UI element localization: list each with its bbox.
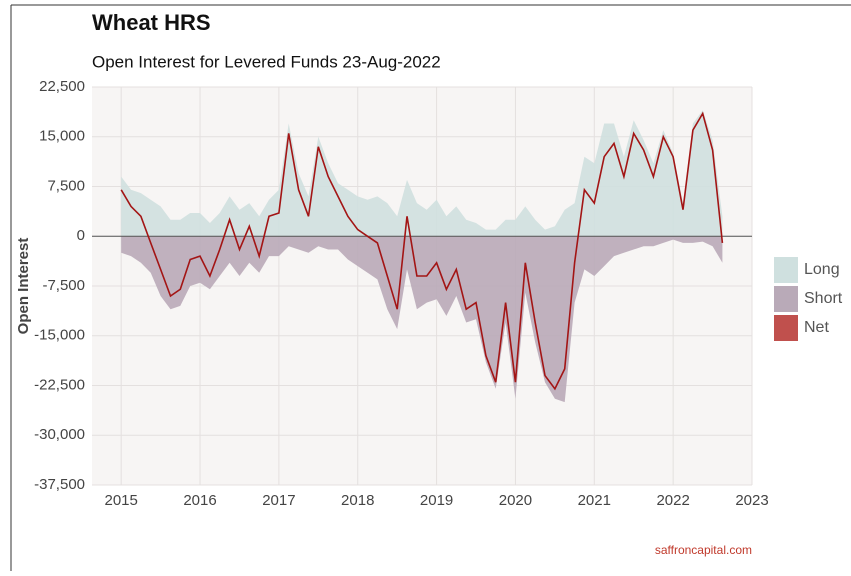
x-tick-label: 2020 [499,492,532,509]
legend-swatch [774,257,798,283]
y-tick-label: -30,000 [34,426,85,443]
x-tick-label: 2017 [262,492,295,509]
y-tick-label: 0 [77,227,85,244]
x-tick-label: 2016 [183,492,216,509]
legend-swatch [774,286,798,312]
y-tick-label: -37,500 [34,476,85,493]
y-tick-label: -7,500 [42,277,85,294]
legend-label: Net [804,319,829,336]
source: saffroncapital.com [655,543,752,557]
x-tick-label: 2023 [735,492,768,509]
y-tick-label: 15,000 [39,128,85,145]
y-tick-label: -15,000 [34,327,85,344]
x-tick-label: 2019 [420,492,453,509]
area [121,110,723,237]
chart-subtitle: Open Interest for Levered Funds 23-Aug-2… [92,52,441,71]
chart-title: Wheat HRS [92,10,211,35]
legend-swatch [774,315,798,341]
y-tick-label: -22,500 [34,376,85,393]
x-tick-label: 2021 [578,492,611,509]
y-tick-label: 7,500 [47,177,85,194]
y-axis-label: Open Interest [15,238,32,335]
area [121,236,723,403]
x-tick-label: 2022 [656,492,689,509]
x-tick-label: 2018 [341,492,374,509]
legend-label: Short [804,290,843,307]
legend-label: Long [804,261,840,278]
y-tick-label: 22,500 [39,78,85,95]
x-tick-label: 2015 [104,492,137,509]
net-line [120,111,724,391]
